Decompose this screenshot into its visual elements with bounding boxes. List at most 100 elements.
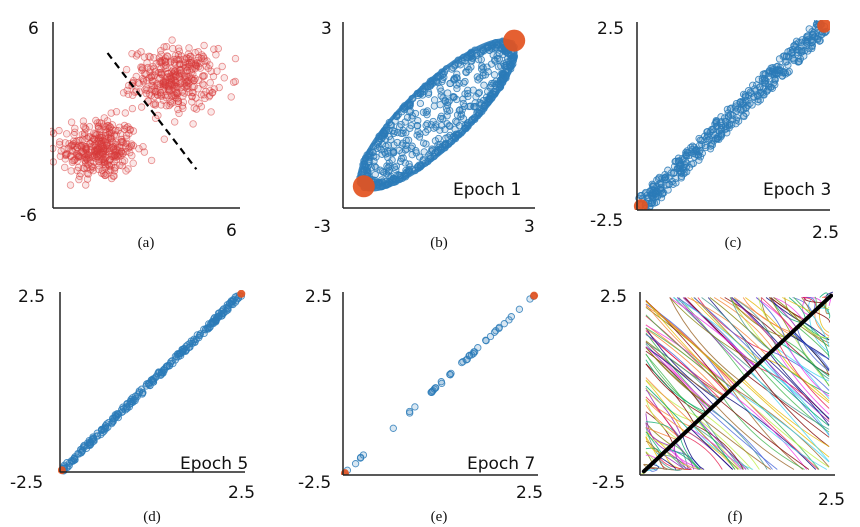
- trajectory-line: [689, 427, 733, 470]
- data-point: [89, 135, 98, 143]
- data-point: [160, 135, 168, 143]
- trajectory-line: [701, 417, 771, 470]
- trajectory-line: [645, 354, 700, 421]
- data-point: [215, 83, 223, 92]
- trajectory-line: [645, 328, 724, 398]
- data-point: [167, 57, 175, 65]
- data-point: [85, 122, 94, 131]
- trajectory-line: [645, 434, 671, 448]
- data-point: [430, 124, 438, 132]
- data-point: [137, 103, 146, 111]
- data-point: [142, 89, 151, 98]
- data-point: [106, 156, 114, 164]
- data-point: [481, 71, 490, 79]
- data-point: [756, 88, 765, 97]
- data-point: [436, 101, 444, 109]
- panel-a-data: [50, 36, 240, 218]
- trajectory-line: [728, 391, 808, 470]
- data-point: [118, 161, 126, 170]
- trajectory-line: [730, 297, 779, 346]
- trajectory-line: [822, 303, 831, 319]
- data-point: [169, 44, 177, 53]
- data-point: [126, 148, 134, 157]
- data-point: [397, 129, 405, 138]
- panel-f-data: [641, 291, 833, 475]
- trajectory-line: [731, 297, 780, 345]
- data-point: [401, 146, 410, 154]
- data-point: [411, 403, 419, 411]
- data-point: [805, 25, 813, 33]
- data-point: [77, 449, 85, 457]
- data-point: [169, 84, 177, 92]
- panel-e-x-tick-right: 2.5: [516, 483, 543, 503]
- data-point: [662, 173, 670, 181]
- decision-boundary: [106, 52, 198, 170]
- data-point: [170, 59, 179, 68]
- data-point: [91, 143, 100, 151]
- trajectory-line: [658, 456, 691, 470]
- data-point: [106, 123, 114, 131]
- data-point: [163, 64, 171, 72]
- data-point: [196, 64, 205, 72]
- data-point: [397, 154, 406, 163]
- data-point: [437, 112, 445, 120]
- data-point: [452, 95, 461, 104]
- data-point: [437, 92, 445, 100]
- data-point: [401, 118, 409, 126]
- trajectory-line: [784, 339, 830, 397]
- trajectory-line: [682, 434, 723, 470]
- endpoint-cluster: [503, 29, 526, 52]
- trajectory-line: [692, 424, 749, 470]
- trajectory-line: [778, 344, 830, 409]
- trajectory-line: [645, 359, 707, 413]
- data-point: [138, 65, 147, 73]
- data-point: [804, 47, 812, 55]
- data-point: [97, 169, 106, 177]
- data-point: [443, 101, 452, 109]
- panel-d-x-tick-right: 2.5: [228, 483, 255, 503]
- data-point: [138, 389, 147, 397]
- data-point: [94, 432, 102, 440]
- data-point: [185, 44, 193, 52]
- data-point: [147, 85, 156, 94]
- data-point: [196, 331, 204, 339]
- data-point: [125, 144, 133, 152]
- data-point: [206, 91, 214, 100]
- trajectory-line: [645, 431, 663, 455]
- data-point: [191, 64, 199, 73]
- panel-f-y-tick-bottom: -2.5: [592, 473, 625, 493]
- trajectory-line: [645, 385, 689, 430]
- panel-a-caption: (a): [138, 235, 155, 251]
- data-point: [478, 62, 486, 70]
- panel-e-caption: (e): [431, 509, 448, 525]
- data-point: [68, 211, 75, 218]
- data-point: [408, 151, 416, 159]
- data-point: [405, 160, 413, 168]
- data-point: [769, 65, 777, 74]
- data-point: [423, 120, 431, 128]
- data-point: [415, 133, 424, 141]
- trajectory-line: [645, 427, 678, 441]
- panel-b-data: [352, 29, 526, 198]
- trajectory-line: [645, 341, 722, 400]
- trajectory-line: [669, 297, 759, 365]
- trajectory-line: [645, 314, 733, 389]
- data-point: [179, 72, 187, 81]
- data-point: [739, 90, 748, 99]
- data-point: [132, 52, 141, 60]
- data-point: [495, 323, 503, 332]
- data-point: [209, 318, 217, 326]
- data-point: [166, 97, 175, 106]
- endpoint-cluster: [530, 291, 539, 300]
- trajectory-line: [682, 434, 705, 470]
- endpoint-cluster: [237, 290, 246, 298]
- data-point: [151, 99, 159, 108]
- trajectory-line: [797, 326, 830, 357]
- data-point: [181, 58, 189, 67]
- data-point: [81, 156, 89, 165]
- trajectory-line: [782, 297, 814, 314]
- trajectory-line: [659, 456, 676, 470]
- panel-f-x-tick-right: 2.5: [818, 490, 845, 510]
- data-point: [759, 70, 767, 78]
- data-point: [82, 145, 90, 153]
